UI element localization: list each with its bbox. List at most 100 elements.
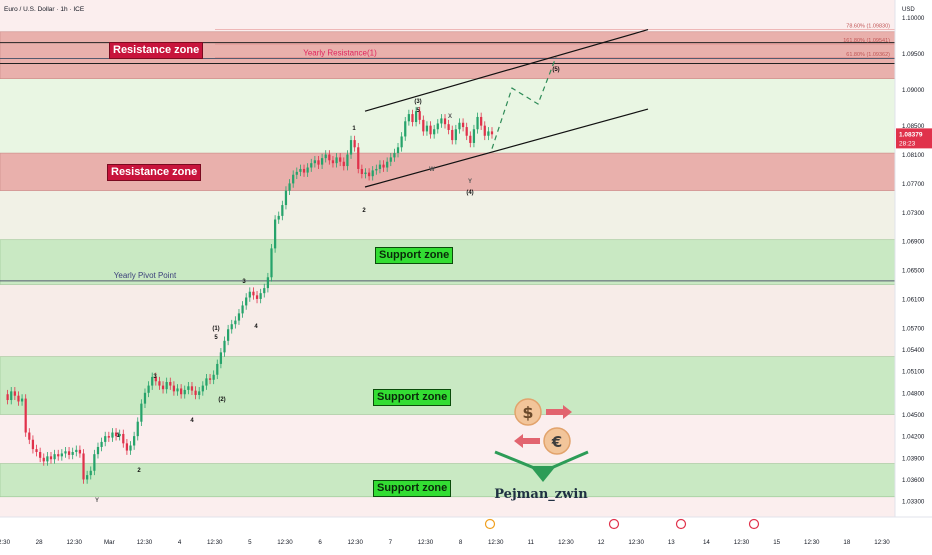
candle-body: [187, 386, 190, 390]
candle-body: [328, 154, 331, 161]
last-price-value: 1.08379: [899, 131, 923, 138]
candle-body: [284, 190, 288, 206]
candle-body: [367, 172, 371, 177]
candle-body: [458, 122, 461, 130]
candle-body: [349, 140, 353, 155]
candle-body: [114, 432, 118, 437]
countdown-value: 28:23: [899, 140, 916, 147]
candle-body: [6, 394, 9, 401]
candle-body: [393, 153, 396, 158]
candle-body: [295, 171, 298, 175]
wave-label: (3): [414, 99, 421, 105]
candle-body: [176, 388, 179, 392]
candle-body: [234, 320, 237, 325]
candle-body: [133, 436, 136, 446]
candle-body: [190, 386, 194, 391]
candle-body: [465, 127, 468, 136]
wave-label: Y: [468, 179, 472, 185]
price-tick-label: 1.08100: [902, 152, 925, 159]
candle-body: [147, 385, 150, 393]
candle-body: [245, 297, 248, 306]
time-tick-label: 13: [668, 539, 675, 546]
time-tick-label: 12:30: [207, 539, 223, 546]
price-tick-label: 1.03300: [902, 499, 925, 506]
candle-body: [10, 391, 13, 401]
candle-body: [39, 452, 42, 458]
candle-body: [273, 219, 277, 249]
candle-body: [208, 378, 212, 380]
time-tick-label: 4: [178, 539, 182, 546]
event-flag-icon: [748, 518, 760, 530]
fib-level-label: 61.80% (1.09362): [846, 52, 890, 58]
candle-body: [472, 129, 476, 143]
price-tick-label: 1.09000: [902, 87, 925, 94]
candle-body: [136, 421, 139, 437]
wave-label: 2: [137, 468, 141, 474]
price-tick-label: 1.05100: [902, 369, 925, 376]
candle-body: [317, 160, 320, 165]
price-tick-label: 1.04200: [902, 434, 925, 441]
candle-body: [252, 291, 255, 296]
dollar-coin-icon: [514, 398, 542, 426]
candle-body: [75, 449, 78, 453]
candle-body: [487, 131, 490, 136]
time-tick-label: 12:30: [277, 539, 293, 546]
candle-body: [93, 454, 96, 471]
candle-body: [104, 436, 107, 442]
event-flag-icon: [675, 518, 687, 530]
candle-body: [451, 129, 454, 141]
candle-body: [219, 352, 223, 364]
channel-upper-line: [364, 29, 649, 112]
candle-body: [386, 161, 389, 168]
time-tick-label: 12:30: [137, 539, 153, 546]
candle-body: [111, 432, 114, 438]
price-tick-label: 1.04800: [902, 390, 925, 397]
candle-body: [49, 456, 53, 460]
wave-label: X: [448, 114, 452, 120]
candle-body: [483, 125, 486, 136]
candle-body: [118, 433, 121, 437]
candle-body: [216, 363, 219, 375]
candle-body: [353, 140, 356, 148]
wave-label: (4): [466, 190, 473, 196]
price-tick-label: 1.09500: [902, 51, 925, 58]
arrow-right-icon: [546, 405, 572, 419]
price-tick-label: 1.06100: [902, 296, 925, 303]
price-tick-label: 1.06900: [902, 239, 925, 246]
dollar-symbol: $: [522, 403, 533, 422]
time-tick-label: 28: [36, 539, 43, 546]
candle-body: [396, 147, 400, 154]
wave-label: 4: [190, 418, 194, 424]
candle-body: [212, 374, 215, 380]
wave-label: 4: [254, 324, 258, 330]
candle-body: [454, 129, 457, 141]
time-tick-label: 2:30: [0, 539, 11, 546]
arrow-left-icon: [514, 434, 540, 448]
price-tick-label: 1.03900: [902, 455, 925, 462]
candle-body: [292, 174, 295, 184]
candle-body: [414, 111, 418, 123]
candle-body: [20, 398, 24, 402]
candle-body: [89, 470, 92, 476]
candle-body: [443, 118, 447, 125]
time-tick-label: 8: [459, 539, 463, 546]
time-axis-background: [0, 517, 932, 550]
candle-body: [342, 161, 345, 167]
candle-body: [480, 116, 483, 126]
candle-body: [78, 449, 82, 454]
candle-body: [241, 305, 244, 314]
candle-body: [223, 340, 226, 353]
candle-body: [476, 116, 479, 130]
time-tick-label: 6: [318, 539, 322, 546]
time-tick-label: 15: [773, 539, 780, 546]
time-tick-label: Mar: [104, 539, 115, 546]
time-tick-label: 18: [843, 539, 850, 546]
candle-body: [259, 293, 262, 299]
price-tick-label: 1.10000: [902, 15, 925, 22]
time-tick-label: 5: [248, 539, 252, 546]
candle-body: [86, 475, 89, 480]
candle-body: [339, 157, 342, 162]
horizontal-line-label: Yearly Resistance(1): [303, 48, 377, 57]
